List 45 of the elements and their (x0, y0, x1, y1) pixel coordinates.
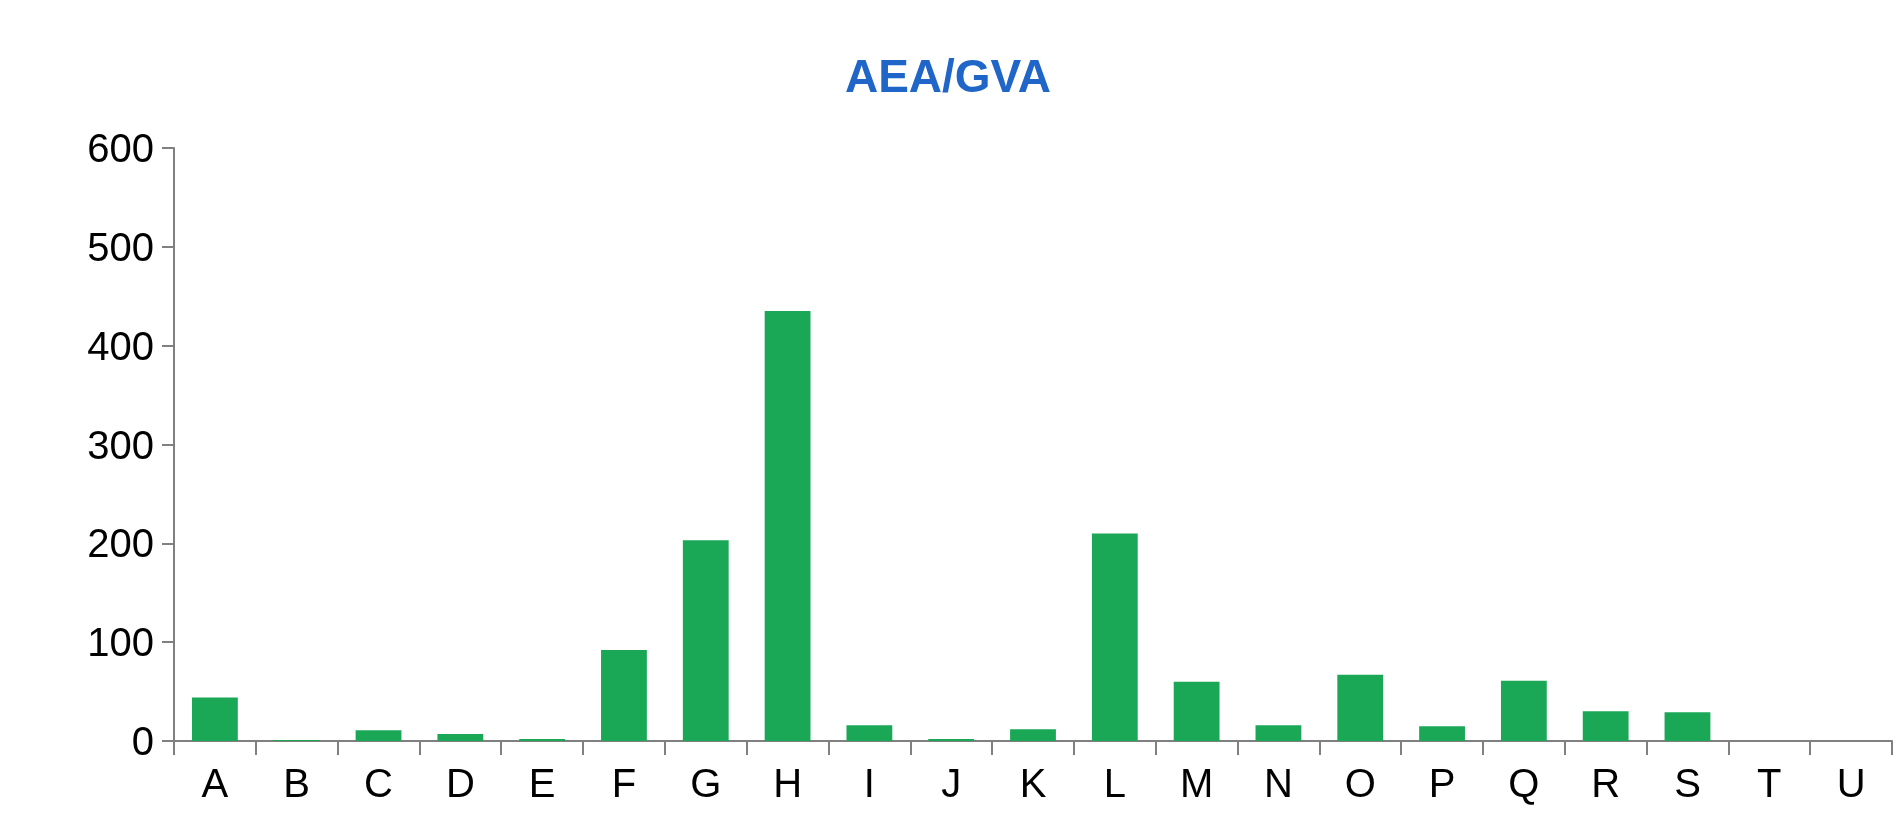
bar (846, 725, 893, 741)
y-tick-label: 500 (87, 224, 154, 269)
x-tick-label: T (1757, 761, 1782, 805)
x-tick-label: L (1103, 761, 1126, 805)
x-tick-label: A (201, 761, 229, 805)
x-tick-label: U (1836, 761, 1866, 805)
bar (192, 697, 238, 741)
bar (1337, 674, 1384, 741)
bar (682, 540, 729, 741)
x-tick-label: C (364, 761, 393, 805)
x-tick-label: G (690, 761, 722, 805)
bar (1091, 533, 1138, 741)
y-tick-label: 200 (87, 521, 154, 566)
x-tick-label: F (611, 761, 637, 805)
y-tick-label: 400 (87, 323, 154, 368)
x-tick-label: B (283, 761, 311, 805)
x-tick-label: Q (1508, 761, 1540, 805)
bar (1664, 712, 1711, 741)
x-tick-label: P (1428, 761, 1456, 805)
x-tick-label: S (1674, 761, 1701, 805)
bar (1173, 681, 1220, 741)
bar (437, 734, 484, 741)
x-tick-label: O (1344, 761, 1376, 805)
bar (764, 311, 811, 741)
y-tick-label: 300 (87, 422, 154, 467)
bar (1255, 725, 1302, 741)
y-tick-label: 600 (87, 126, 154, 170)
x-tick-label: K (1019, 761, 1047, 805)
x-tick-label: E (528, 761, 556, 805)
x-tick-label: R (1591, 761, 1621, 805)
bar (1010, 729, 1056, 741)
bar (1582, 711, 1629, 741)
bar (601, 650, 647, 741)
y-tick-label: 100 (87, 620, 154, 665)
bar (1419, 726, 1465, 741)
x-tick-label: N (1263, 761, 1293, 805)
x-tick-label: J (941, 761, 962, 805)
x-tick-label: D (445, 761, 475, 805)
x-tick-label: H (773, 761, 803, 805)
chart-title: AEA/GVA (844, 50, 1052, 102)
x-tick-label: M (1179, 761, 1214, 805)
x-tick-label: I (863, 761, 875, 805)
bar (1500, 680, 1547, 741)
bar (355, 730, 402, 741)
y-tick-label: 0 (131, 719, 154, 763)
